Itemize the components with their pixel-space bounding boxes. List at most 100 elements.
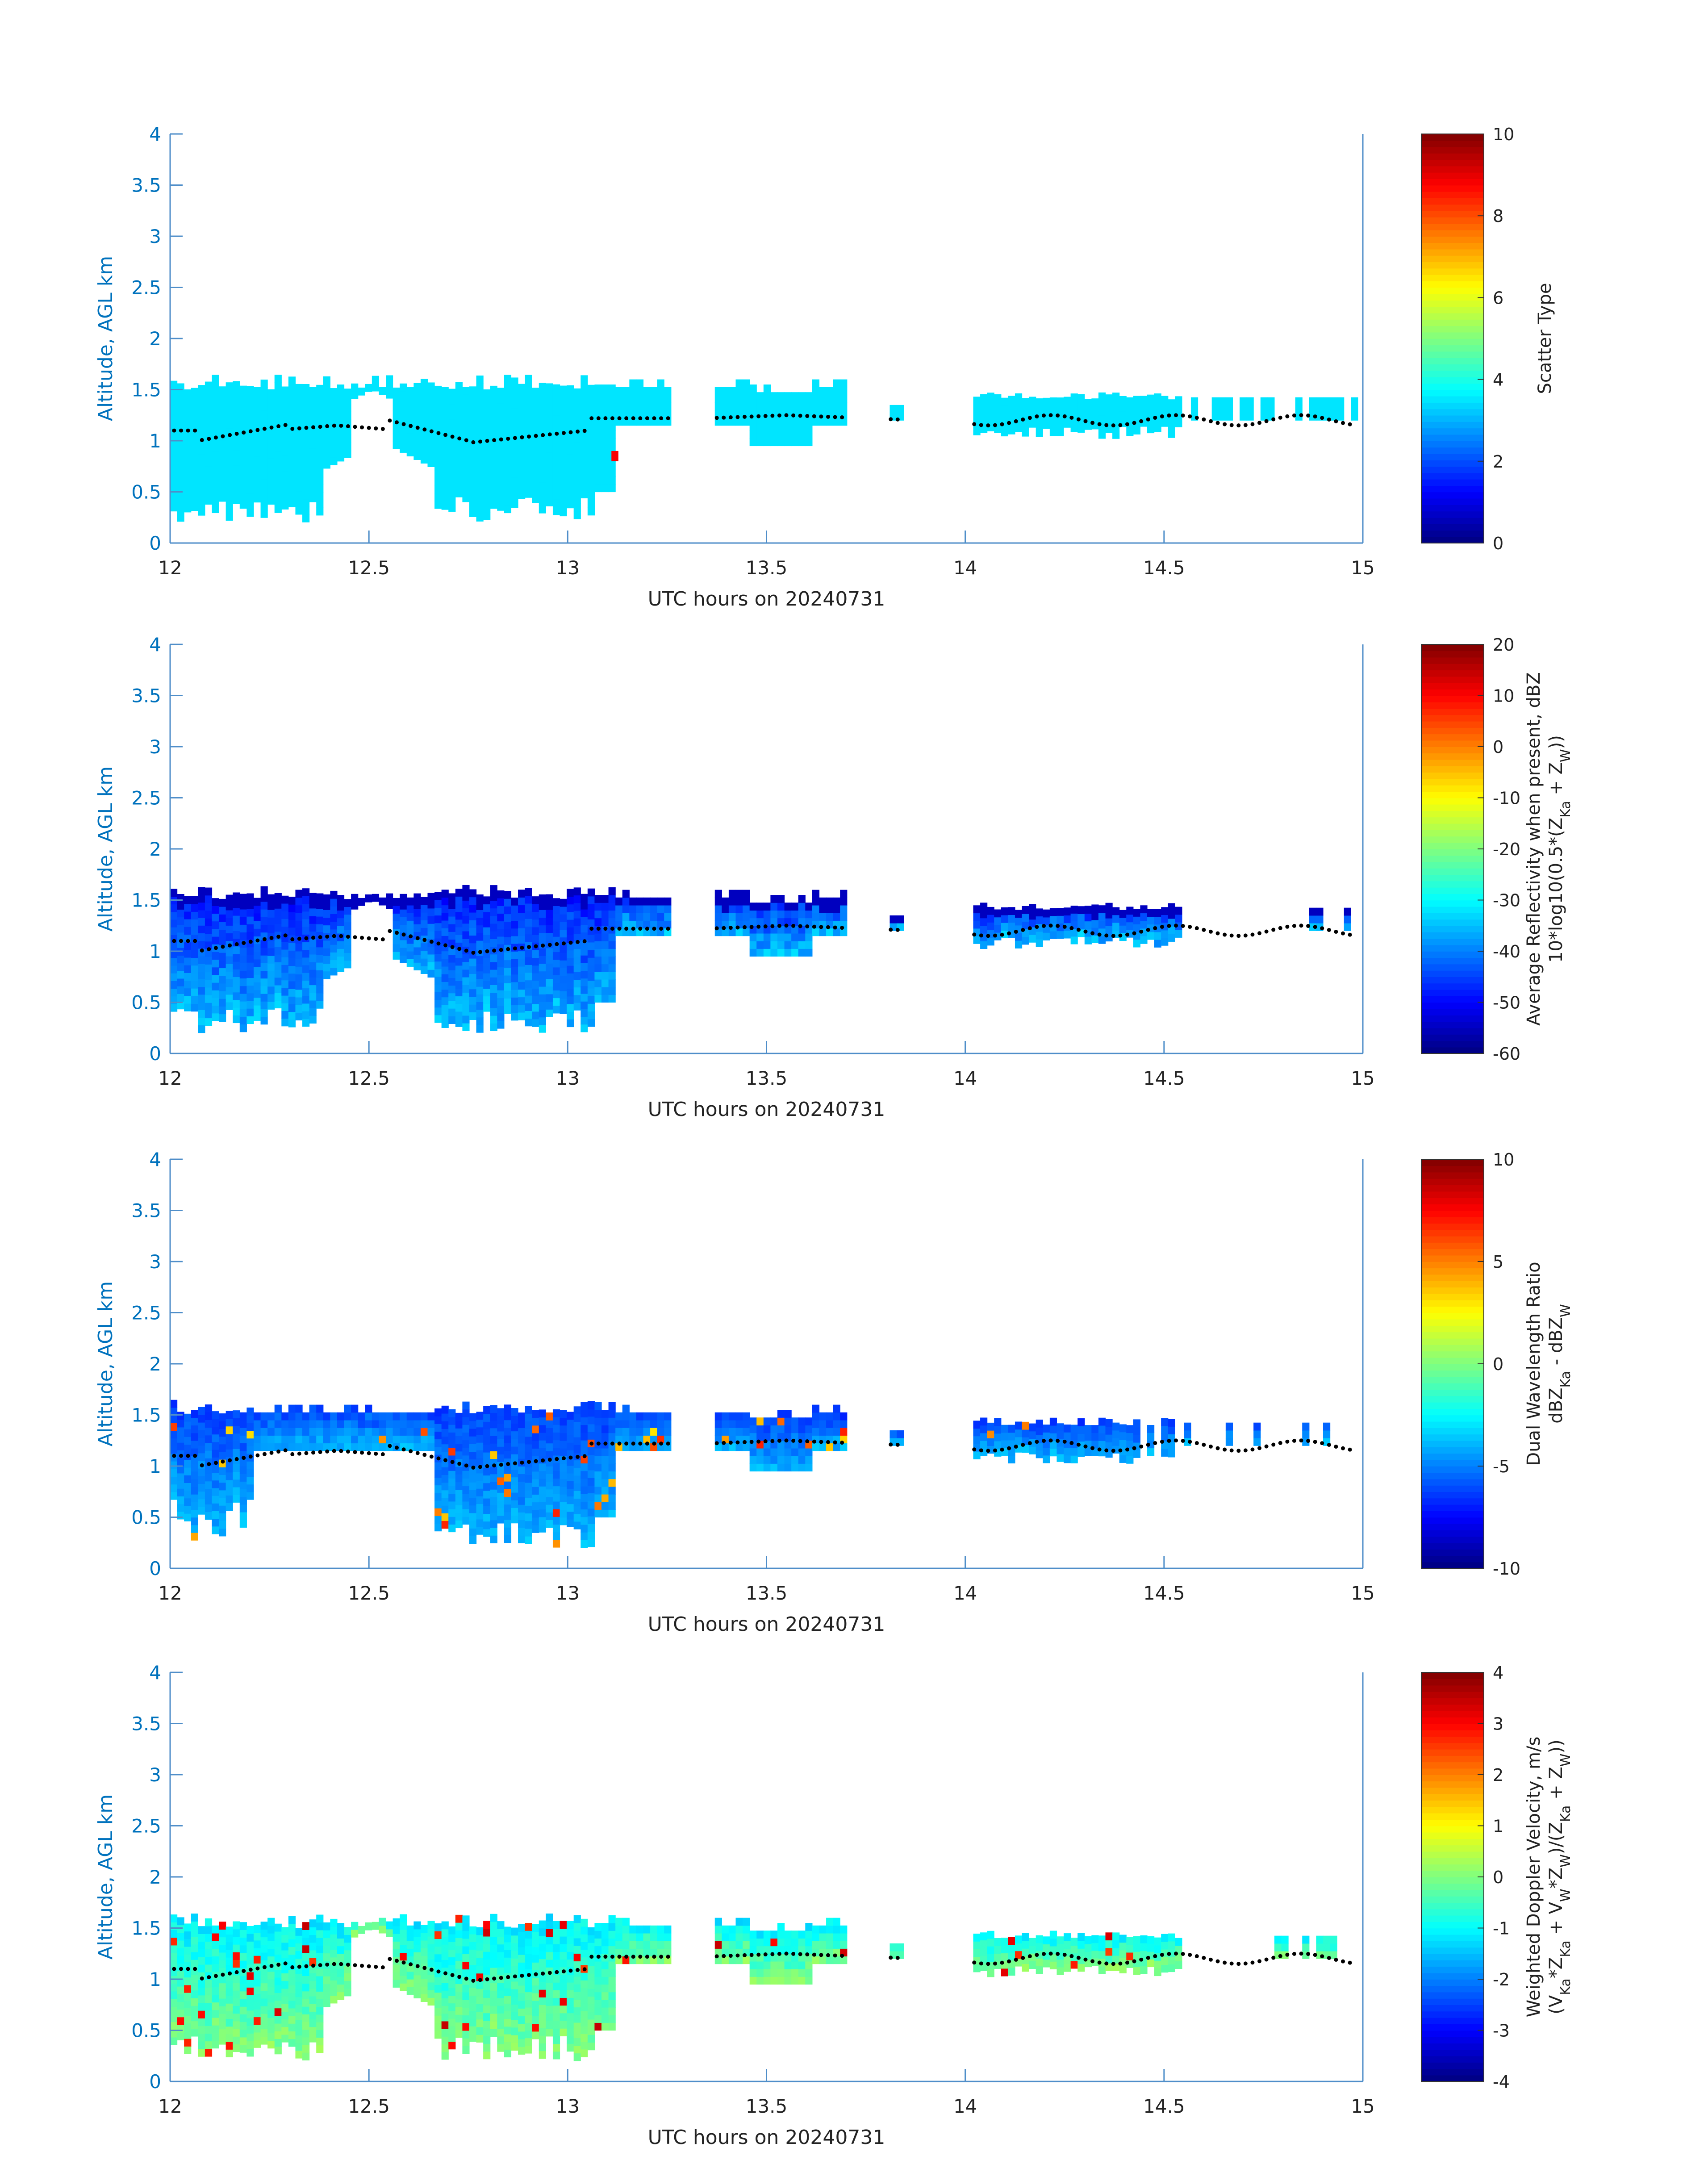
heatmap-cell	[476, 978, 484, 987]
heatmap-cell	[1084, 1448, 1092, 1456]
cloud-base-dot	[972, 932, 977, 937]
heatmap-cell	[448, 993, 456, 1001]
heatmap-cell	[323, 902, 330, 910]
heatmap-cell	[288, 1443, 296, 1451]
heatmap-cell	[587, 1011, 595, 1020]
colorbar-swatch	[1421, 498, 1484, 505]
heatmap-cell	[552, 975, 560, 983]
heatmap-cell	[483, 497, 491, 505]
heatmap-cell	[587, 911, 595, 919]
heatmap-cell	[594, 400, 602, 408]
heatmap-cell	[400, 955, 407, 963]
heatmap-cell	[302, 919, 310, 927]
heatmap-cell	[316, 2037, 324, 2046]
heatmap-cell	[511, 439, 518, 447]
heatmap-cell	[791, 933, 799, 941]
heatmap-cell	[636, 402, 644, 410]
heatmap-cell	[973, 412, 981, 420]
heatmap-cell	[337, 1930, 345, 1939]
heatmap-cell	[469, 1444, 477, 1452]
heatmap-cell	[819, 1443, 827, 1451]
heatmap-cell	[212, 906, 219, 914]
heatmap-cell	[212, 1472, 219, 1481]
heatmap-cell	[580, 917, 588, 925]
heatmap-cell	[587, 500, 595, 508]
heatmap-cell	[281, 440, 289, 448]
cloud-base-dot	[409, 1449, 413, 1454]
heatmap-cell	[205, 397, 213, 405]
heatmap-cell	[393, 1972, 400, 1980]
heatmap-cell	[212, 967, 219, 975]
heatmap-cell	[1225, 413, 1233, 421]
heatmap-cell	[728, 928, 736, 936]
heatmap-cell	[573, 903, 581, 911]
heatmap-cell	[1225, 1438, 1233, 1446]
heatmap-cell	[344, 907, 351, 915]
heatmap-cell	[309, 455, 317, 464]
heatmap-cell	[267, 2010, 275, 2018]
heatmap-cell	[469, 463, 477, 471]
heatmap-cell	[897, 405, 904, 413]
heatmap-cell	[316, 1922, 324, 1930]
heatmap-cell	[1351, 405, 1358, 413]
heatmap-cell	[212, 1442, 219, 1450]
heatmap-cell	[567, 904, 574, 912]
heatmap-cell	[274, 482, 282, 490]
heatmap-cell	[560, 455, 567, 463]
heatmap-cell	[337, 895, 345, 903]
heatmap-cell	[239, 416, 247, 425]
colorbar-swatch	[1421, 1172, 1484, 1179]
cloud-base-dot	[1021, 928, 1025, 932]
heatmap-cell	[560, 485, 567, 493]
heatmap-cell	[226, 1418, 233, 1427]
colorbar-swatch	[1421, 319, 1484, 326]
heatmap-cell	[191, 395, 198, 404]
heatmap-cell	[483, 1951, 491, 1960]
heatmap-cell	[497, 959, 505, 968]
heatmap-cell	[274, 1954, 282, 1963]
colorbar-swatch	[1421, 479, 1484, 486]
heatmap-cell	[476, 391, 484, 399]
heatmap-cell	[448, 908, 456, 917]
heatmap-cell	[441, 1952, 449, 1960]
heatmap-cell	[812, 928, 820, 936]
heatmap-cell	[177, 475, 184, 484]
heatmap-cell	[1057, 908, 1064, 916]
heatmap-cell	[476, 932, 484, 941]
heatmap-cell	[552, 913, 560, 922]
heatmap-cell	[525, 1505, 532, 1514]
heatmap-cell	[288, 1977, 296, 1985]
heatmap-cell	[205, 1466, 213, 1474]
heatmap-cell	[525, 1482, 532, 1491]
heatmap-cell	[365, 1412, 372, 1421]
heatmap-cell	[246, 1941, 254, 1949]
heatmap-cell	[594, 422, 602, 431]
heatmap-cell	[469, 1520, 477, 1529]
heatmap-cell	[518, 384, 526, 392]
heatmap-cell	[735, 1420, 743, 1428]
heatmap-cell	[434, 1946, 442, 1955]
heatmap-cell	[497, 1929, 505, 1937]
heatmap-cell	[406, 1987, 414, 1995]
heatmap-cell	[288, 973, 296, 982]
cloud-base-dot	[367, 936, 371, 940]
heatmap-cell	[448, 1462, 456, 1471]
heatmap-cell	[288, 445, 296, 454]
heatmap-cell	[518, 1443, 526, 1451]
heatmap-cell	[274, 451, 282, 460]
heatmap-cell	[400, 391, 407, 399]
heatmap-cell	[552, 906, 560, 914]
heatmap-cell	[379, 1918, 386, 1926]
heatmap-cell	[483, 466, 491, 474]
cloud-base-dot	[1035, 1440, 1039, 1444]
heatmap-cell	[483, 481, 491, 489]
heatmap-cell	[205, 466, 213, 474]
heatmap-cell	[1077, 921, 1085, 930]
colorbar-swatch	[1421, 1040, 1484, 1048]
heatmap-cell	[889, 1430, 897, 1438]
heatmap-cell	[608, 1402, 616, 1410]
heatmap-cell	[372, 1922, 380, 1930]
heatmap-cell	[777, 430, 785, 439]
heatmap-cell	[365, 1443, 372, 1451]
cloud-base-dots	[172, 923, 1352, 955]
